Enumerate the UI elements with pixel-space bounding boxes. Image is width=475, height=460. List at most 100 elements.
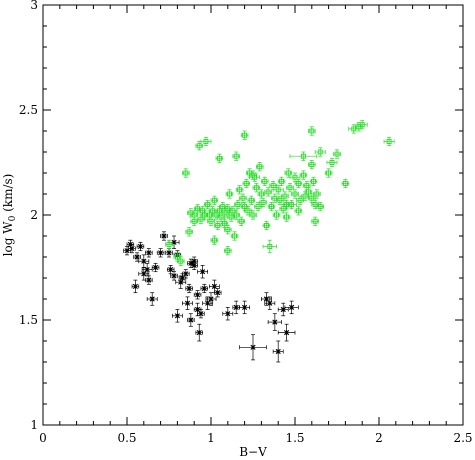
data-point [308,126,316,136]
data-point [244,206,252,216]
data-point [303,181,311,191]
square-marker [265,189,271,195]
square-marker [284,214,290,220]
data-point [249,170,257,180]
square-marker [275,187,281,193]
data-point [182,269,190,279]
data-point [267,313,282,331]
asterisk-marker [200,269,206,275]
data-point [200,136,212,147]
asterisk-marker [272,319,278,325]
data-point [197,265,208,279]
data-point [257,189,266,199]
data-point [282,212,291,222]
asterisk-marker [242,304,248,310]
square-marker [295,181,301,186]
square-marker [215,223,221,228]
asterisk-marker [166,250,172,256]
data-point [215,153,224,163]
asterisk-marker [183,271,189,277]
square-marker [221,220,227,226]
asterisk-marker [275,348,281,355]
square-marker [220,204,226,210]
x-tick-label: 2.5 [453,431,472,445]
square-marker [235,202,241,207]
data-point [146,292,158,306]
square-marker [262,178,268,184]
square-marker [232,233,237,239]
data-point [214,288,222,298]
data-point [224,204,232,214]
square-marker [233,153,239,159]
x-tick-label: 0.5 [117,431,136,445]
data-point [304,187,313,197]
square-marker [253,185,259,191]
asterisk-marker [171,273,177,279]
data-point [272,210,281,220]
square-marker [297,197,303,203]
asterisk-marker [205,300,211,306]
data-point [308,193,316,203]
data-point [277,176,286,186]
data-point [256,162,264,172]
square-marker [292,174,298,180]
asterisk-marker [225,311,231,317]
data-point [190,260,198,270]
square-marker [225,206,231,212]
data-point [225,189,234,199]
asterisk-marker [201,285,207,292]
square-marker [260,199,266,205]
data-point [166,265,175,275]
asterisk-marker [186,285,192,292]
square-marker [300,172,306,178]
data-point [240,130,249,140]
square-marker [295,208,301,214]
data-point [227,212,235,222]
data-point [311,199,319,210]
asterisk-marker [211,283,217,289]
data-point [383,136,395,147]
x-tick-label: 2 [375,431,383,445]
data-point [224,225,232,235]
data-point [210,235,219,245]
asterisk-marker [146,250,152,256]
data-point [254,202,262,212]
data-point [128,244,136,254]
asterisk-marker [141,271,147,277]
square-marker [233,212,239,218]
data-point [267,202,276,212]
data-point [219,202,227,212]
data-point [326,157,338,168]
asterisk-marker [198,311,204,317]
square-marker [257,164,263,170]
data-point [294,178,303,189]
square-marker [240,195,246,201]
data-point [314,147,326,157]
square-marker [292,191,298,197]
data-point [247,195,256,205]
square-marker [191,218,197,224]
x-tick-label: 1.5 [285,431,304,445]
data-point [185,283,193,294]
data-point [286,183,294,193]
asterisk-marker [146,277,152,283]
data-point [185,227,193,237]
data-point [355,122,363,132]
data-point [145,275,153,285]
square-marker [211,237,217,243]
data-point [277,323,296,342]
data-point [239,334,267,361]
data-point [313,189,321,199]
square-marker [334,151,340,157]
square-marker [312,202,318,207]
asterisk-marker [267,300,273,306]
square-marker [309,162,315,168]
asterisk-marker [149,296,155,302]
data-point [276,195,284,205]
asterisk-marker [161,233,167,239]
data-point [262,220,271,231]
square-marker [279,178,285,184]
asterisk-marker [179,275,186,281]
square-marker [309,128,315,134]
square-marker [196,143,202,149]
